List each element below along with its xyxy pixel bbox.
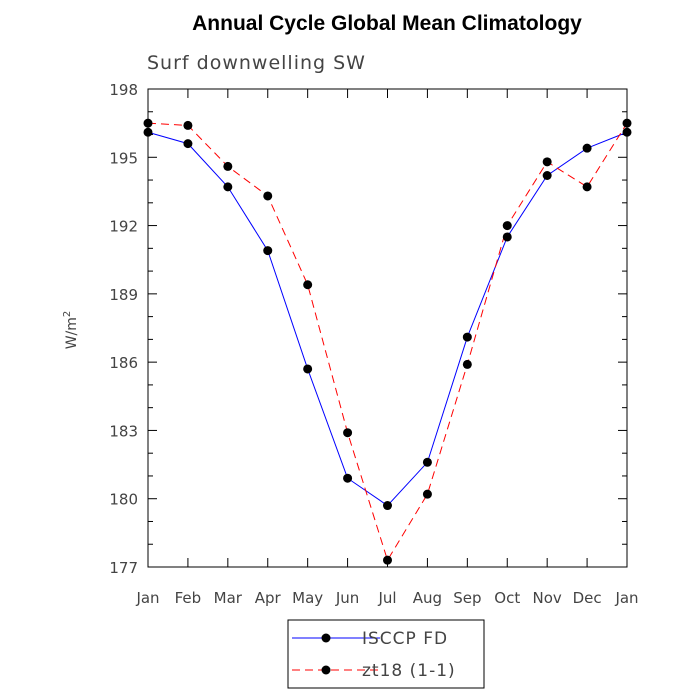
- y-axis-label: W/m2: [62, 311, 80, 350]
- x-tick-label: Feb: [175, 589, 202, 607]
- legend-box: [287, 619, 485, 689]
- data-point-series-1: [183, 120, 193, 130]
- data-point-series-1: [223, 161, 233, 171]
- legend-label-isccp: ISCCP FD: [362, 629, 448, 649]
- data-point-series-0: [582, 143, 592, 153]
- chart-subtitle: Surf downwelling SW: [147, 52, 366, 74]
- x-tick-label: Jan: [135, 589, 159, 607]
- legend: ISCCP FD zt18 (1-1): [287, 619, 485, 689]
- data-point-series-1: [343, 428, 353, 438]
- data-point-series-0: [462, 332, 472, 342]
- x-tick-label: Jun: [335, 589, 359, 607]
- plot-frame: [147, 88, 628, 568]
- y-tick-label: 183: [109, 422, 138, 440]
- chart-title: Annual Cycle Global Mean Climatology: [192, 12, 582, 35]
- series-layer: [143, 118, 632, 565]
- x-tick-label: Jul: [377, 589, 396, 607]
- y-axis-tick-labels: 177 180 183 186 189 192 195 198: [109, 81, 138, 577]
- data-point-series-1: [622, 118, 632, 128]
- data-point-series-1: [263, 191, 273, 201]
- data-point-series-1: [542, 157, 552, 167]
- y-axis-label-superscript: 2: [62, 311, 73, 317]
- x-tick-label: Nov: [533, 589, 562, 607]
- series-line-1: [147, 122, 628, 562]
- x-tick-label: Oct: [494, 589, 520, 607]
- y-tick-label: 180: [109, 491, 138, 509]
- x-tick-label: May: [292, 589, 323, 607]
- y-axis-ticks: [148, 88, 627, 568]
- x-tick-label: Aug: [413, 589, 442, 607]
- x-tick-label: Apr: [255, 589, 282, 607]
- data-point-series-1: [582, 182, 592, 192]
- data-point-series-0: [143, 127, 153, 137]
- x-axis-tick-labels: Jan Feb Mar Apr May Jun Jul Aug Sep Oct Nov Dec Jan: [135, 589, 638, 607]
- data-point-series-0: [622, 127, 632, 137]
- y-tick-label: 195: [109, 149, 138, 167]
- data-point-series-0: [223, 182, 233, 192]
- legend-marker-isccp: [321, 633, 331, 643]
- y-tick-label: 189: [109, 286, 138, 304]
- legend-label-zt18: zt18 (1-1): [362, 661, 456, 681]
- data-point-series-0: [263, 246, 273, 256]
- data-point-series-0: [502, 232, 512, 242]
- x-tick-label: Sep: [453, 589, 481, 607]
- data-point-series-1: [383, 555, 392, 565]
- series-line-0: [147, 131, 628, 507]
- x-tick-label: Jan: [614, 589, 638, 607]
- y-tick-label: 186: [109, 354, 138, 372]
- data-point-series-1: [143, 118, 153, 128]
- x-tick-label: Mar: [214, 589, 243, 607]
- data-point-series-0: [183, 139, 193, 149]
- data-point-series-1: [502, 221, 512, 231]
- data-point-series-1: [303, 280, 313, 290]
- data-point-series-0: [343, 473, 353, 483]
- x-axis-ticks: [147, 89, 628, 567]
- data-point-series-1: [462, 359, 472, 369]
- y-tick-label: 198: [109, 81, 138, 99]
- y-tick-label: 192: [109, 218, 138, 236]
- data-point-series-0: [422, 457, 432, 467]
- y-axis-label-text: W/m: [64, 317, 80, 349]
- x-tick-label: Dec: [573, 589, 602, 607]
- data-point-series-0: [303, 364, 313, 374]
- data-point-series-1: [422, 489, 432, 499]
- legend-marker-zt18: [321, 665, 331, 675]
- data-point-series-0: [542, 170, 552, 180]
- data-point-series-0: [383, 501, 392, 511]
- y-tick-label: 177: [109, 559, 138, 577]
